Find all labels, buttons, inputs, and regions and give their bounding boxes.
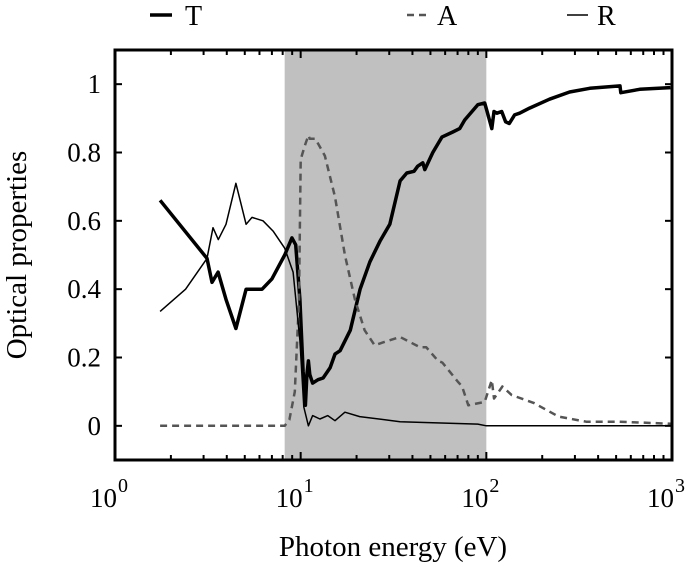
y-tick-label: 1	[88, 69, 102, 99]
x-tick-base: 10	[647, 483, 674, 513]
x-tick-base: 10	[461, 483, 488, 513]
shaded-region	[284, 50, 487, 460]
x-tick-label: 10 1	[276, 475, 314, 513]
legend-label-r: R	[597, 1, 616, 32]
x-tick-base: 10	[90, 483, 117, 513]
legend-label-t: T	[185, 1, 202, 32]
x-axis-label: Photon energy (eV)	[279, 531, 507, 563]
legend: T A R	[150, 1, 616, 32]
y-tick-labels: 0 0.2 0.4 0.6 0.8 1	[67, 69, 101, 441]
y-tick-label: 0.2	[67, 343, 101, 373]
y-tick-label: 0.8	[67, 138, 101, 168]
y-axis-label: Optical properties	[1, 151, 33, 360]
x-tick-exponent: 1	[304, 475, 314, 497]
x-tick-label: 10 0	[90, 475, 128, 513]
y-tick-label: 0.4	[67, 274, 101, 304]
x-tick-exponent: 3	[675, 475, 685, 497]
y-tick-label: 0.6	[67, 206, 101, 236]
x-tick-labels: 10 0 10 1 10 2 10 3	[90, 475, 685, 513]
series-line-r	[159, 182, 672, 427]
plot-frame	[113, 48, 674, 462]
x-tick-exponent: 0	[118, 475, 128, 497]
x-tick-label: 10 3	[647, 475, 685, 513]
legend-label-a: A	[437, 1, 458, 32]
series-layer	[158, 84, 672, 428]
x-tick-exponent: 2	[489, 475, 499, 497]
series-line-t	[158, 84, 671, 408]
x-tick-base: 10	[276, 483, 303, 513]
x-tick-label: 10 2	[461, 475, 499, 513]
y-tick-label: 0	[88, 411, 102, 441]
